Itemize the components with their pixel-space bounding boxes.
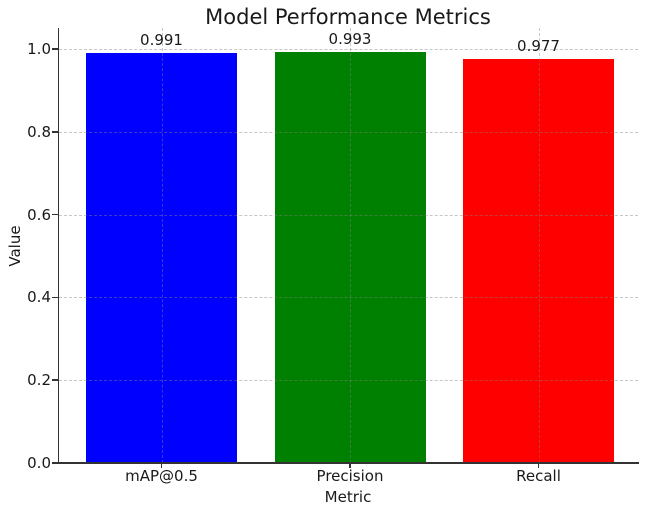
y-tick-label: 0.6 <box>27 205 51 224</box>
h-gridline <box>59 297 638 299</box>
y-tick-mark <box>52 296 58 299</box>
y-tick-mark <box>52 213 58 216</box>
bar-recall <box>463 58 614 463</box>
y-axis-spine <box>57 28 59 464</box>
y-tick-mark <box>52 462 58 464</box>
y-tick-mark <box>52 131 58 133</box>
x-tick-mark <box>349 464 351 468</box>
x-tick-mark <box>537 464 540 468</box>
y-tick-mark <box>52 379 58 381</box>
bar-value-label-precision: 0.993 <box>328 29 372 48</box>
bar-map05 <box>86 52 237 463</box>
y-tick-label: 0.0 <box>27 454 51 472</box>
v-gridline <box>161 28 163 463</box>
x-tick-label-map05: mAP@0.5 <box>125 467 198 485</box>
x-axis-label: Metric <box>324 488 372 506</box>
x-tick-label-recall: Recall <box>516 467 561 485</box>
y-tick-label: 0.4 <box>27 288 51 307</box>
h-gridline <box>59 49 638 50</box>
v-gridline <box>350 28 351 463</box>
bar-value-label-recall: 0.977 <box>517 36 560 55</box>
y-tick-label: 1.0 <box>27 40 51 58</box>
x-tick-mark <box>160 464 163 468</box>
y-tick-label: 0.8 <box>27 122 51 141</box>
y-tick-label: 0.2 <box>27 371 51 390</box>
v-gridline <box>538 28 540 463</box>
x-tick-label-precision: Precision <box>316 467 384 485</box>
h-gridline <box>59 214 638 216</box>
bar-precision <box>274 51 426 463</box>
y-axis-label: Value <box>6 225 24 267</box>
h-gridline <box>59 131 638 133</box>
y-tick-mark <box>52 48 58 50</box>
plot-area <box>59 28 638 463</box>
chart-title: Model Performance Metrics <box>205 5 491 29</box>
bar-value-label-map05: 0.991 <box>140 30 183 49</box>
h-gridline <box>59 380 638 382</box>
x-axis-spine <box>57 462 639 464</box>
